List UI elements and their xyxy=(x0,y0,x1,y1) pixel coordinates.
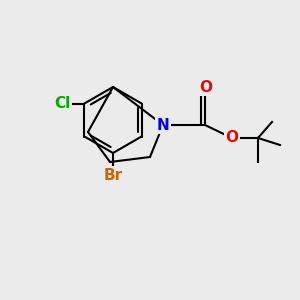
Text: O: O xyxy=(200,80,212,94)
Text: O: O xyxy=(226,130,238,146)
Text: Br: Br xyxy=(103,167,123,182)
Text: Cl: Cl xyxy=(54,96,70,111)
Text: N: N xyxy=(157,118,169,133)
